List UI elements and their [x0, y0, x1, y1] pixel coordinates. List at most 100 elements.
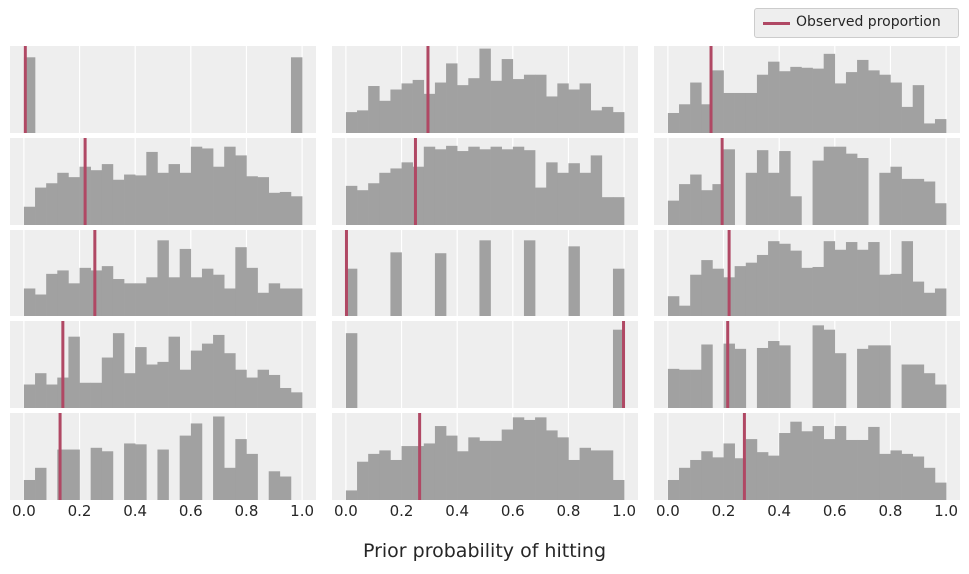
- bar-r2c2-11: [468, 146, 480, 225]
- bar-r3c3-11: [790, 250, 802, 316]
- bar-r3c1-4: [68, 283, 80, 316]
- bar-r1c3-0: [667, 112, 680, 133]
- bar-r1c2-20: [568, 89, 580, 133]
- bar-r4c2-0: [345, 333, 358, 408]
- bar-r4c1-20: [246, 377, 258, 408]
- bar-r2c3-0: [667, 200, 680, 225]
- bar-r2c1-15: [190, 146, 203, 225]
- bar-r5c1-23: [279, 476, 292, 500]
- x-tick-label: 0.0: [334, 502, 358, 520]
- bar-r4c3-18: [868, 345, 880, 408]
- bar-r5c2-7: [423, 443, 436, 500]
- bar-r4c1-21: [257, 369, 270, 408]
- bar-r4c1-2: [46, 384, 58, 408]
- bar-r5c1-9: [124, 443, 136, 500]
- bar-r5c2-23: [601, 450, 614, 500]
- bar-r1c2-6: [412, 79, 425, 133]
- bar-r5c3-5: [723, 443, 735, 500]
- bar-r4c3-2: [690, 369, 702, 408]
- bar-r1c3-7: [745, 92, 758, 133]
- bar-r3c2-6: [612, 268, 625, 316]
- bar-r4c3-8: [756, 347, 769, 408]
- bar-r1c3-12: [801, 67, 813, 133]
- x-tick-label: 0.2: [68, 502, 92, 520]
- bar-r4c1-11: [146, 364, 158, 408]
- bar-r2c2-6: [412, 166, 425, 225]
- bar-r5c3-8: [756, 452, 769, 500]
- bar-r5c2-11: [468, 437, 480, 500]
- bar-r2c1-13: [168, 164, 180, 225]
- bar-r1c3-2: [690, 82, 702, 133]
- x-tick-label: 0.6: [179, 502, 203, 520]
- bar-r2c2-8: [434, 149, 447, 225]
- bar-r5c1-17: [213, 416, 225, 500]
- bar-r1c2-23: [601, 106, 614, 133]
- bar-r4c3-14: [823, 329, 836, 408]
- x-axis-label: Prior probability of hitting: [362, 540, 607, 562]
- bar-r2c3-16: [845, 153, 858, 225]
- bar-r2c2-3: [379, 172, 391, 225]
- bar-r1c2-1: [357, 110, 369, 133]
- x-tick-label: 0.4: [445, 502, 469, 520]
- bar-r3c1-7: [101, 266, 114, 316]
- bar-r3c3-16: [845, 242, 858, 316]
- bar-r1c3-21: [901, 106, 914, 133]
- bar-r1c3-5: [723, 92, 735, 133]
- bar-r2c3-15: [834, 146, 847, 225]
- bar-r5c1-14: [179, 435, 192, 500]
- bar-r5c3-2: [690, 459, 702, 500]
- bar-r4c1-1: [35, 373, 47, 408]
- bar-r2c3-17: [857, 158, 869, 225]
- bar-r1c2-2: [368, 86, 380, 133]
- bar-r3c3-21: [901, 241, 914, 316]
- bar-r5c1-0: [23, 479, 36, 500]
- bar-r2c1-2: [46, 183, 58, 225]
- bar-r2c1-17: [213, 166, 225, 225]
- bar-r2c2-4: [390, 168, 402, 225]
- bar-r2c1-1: [35, 187, 47, 225]
- bar-r5c3-17: [857, 439, 869, 500]
- bar-r3c3-4: [712, 268, 724, 316]
- bar-r2c2-7: [423, 146, 436, 225]
- bar-r5c3-12: [801, 431, 813, 500]
- bar-r4c1-10: [135, 347, 147, 408]
- legend-observed-label: Observed proportion: [796, 14, 941, 30]
- bar-r5c3-11: [790, 421, 802, 500]
- bar-r2c3-24: [934, 203, 947, 225]
- bar-r3c3-6: [734, 266, 747, 316]
- bar-r5c2-24: [612, 479, 625, 500]
- bar-r2c2-10: [457, 151, 469, 225]
- bar-r2c2-15: [512, 146, 525, 225]
- bar-r1c3-19: [879, 74, 891, 133]
- bar-r2c2-2: [368, 183, 380, 225]
- bar-r5c3-10: [779, 433, 791, 500]
- bar-r5c3-6: [734, 458, 747, 500]
- bar-r5c3-4: [712, 457, 724, 500]
- bar-r3c3-23: [923, 292, 936, 316]
- bar-r4c1-23: [279, 387, 292, 408]
- bar-r5c3-3: [701, 451, 713, 500]
- bar-r3c3-19: [879, 274, 891, 316]
- bar-r5c2-9: [446, 435, 458, 500]
- bar-r4c1-9: [124, 373, 136, 408]
- bar-r5c3-19: [879, 453, 891, 500]
- bar-r2c3-8: [756, 150, 769, 225]
- bar-r3c1-23: [279, 288, 292, 316]
- bar-r3c1-14: [179, 248, 192, 316]
- bar-r4c3-6: [734, 348, 747, 408]
- bar-r2c1-7: [101, 164, 114, 225]
- bar-r1c1-1: [290, 57, 303, 134]
- bar-r1c2-10: [457, 85, 469, 133]
- bar-r2c1-3: [57, 172, 69, 225]
- bar-r2c1-8: [112, 179, 125, 225]
- bar-r2c1-9: [124, 174, 136, 225]
- bar-r5c2-14: [501, 429, 514, 500]
- bar-r3c3-15: [834, 249, 847, 316]
- bar-r3c1-6: [90, 270, 103, 316]
- bar-r5c3-15: [834, 426, 847, 500]
- bar-r3c3-24: [934, 288, 947, 316]
- x-tick-label: 0.8: [879, 502, 903, 520]
- bar-r3c2-1: [390, 252, 402, 316]
- bar-r3c1-0: [23, 288, 36, 316]
- bar-r2c1-18: [224, 146, 236, 225]
